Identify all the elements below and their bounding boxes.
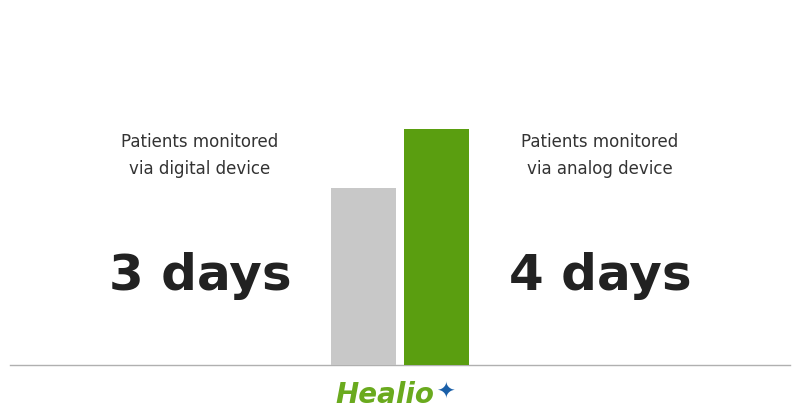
Text: Patients monitored
via digital device: Patients monitored via digital device	[122, 133, 278, 178]
Bar	[331, 188, 396, 365]
Text: Patients monitored
via analog device: Patients monitored via analog device	[522, 133, 678, 178]
Text: 4 days: 4 days	[509, 252, 691, 300]
Text: ✦: ✦	[436, 383, 454, 403]
Text: 3 days: 3 days	[109, 252, 291, 300]
Text: Median chest tube duration:: Median chest tube duration:	[233, 24, 567, 44]
Bar	[404, 129, 469, 365]
Text: Healio: Healio	[335, 381, 434, 409]
